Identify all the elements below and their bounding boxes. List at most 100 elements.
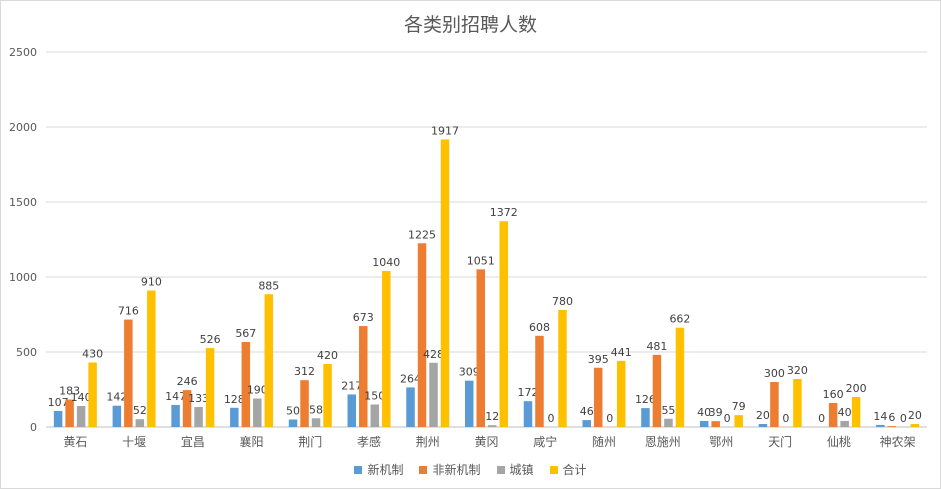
data-label: 662 [669,313,690,326]
x-tick-label: 孝感 [357,434,381,449]
data-label: 320 [787,364,808,377]
bar-非新机制 [535,335,544,427]
data-label: 481 [646,340,667,353]
data-label: 150 [364,390,385,403]
bar-非新机制 [182,390,192,427]
data-label: 142 [106,391,127,404]
bar-城镇 [429,362,438,427]
x-tick-label: 天门 [768,434,792,449]
data-label: 567 [235,327,256,340]
bar-新机制 [699,421,709,427]
legend-item: 城镇 [496,461,534,478]
bar-非新机制 [828,403,838,427]
y-tick-label: 1500 [9,196,37,209]
bar-合计 [851,397,861,427]
bar-非新机制 [593,367,603,427]
x-tick-label: 神农架 [880,435,916,449]
bar-合计 [264,294,274,427]
bar-新机制 [230,407,239,427]
legend-swatch [354,465,363,474]
data-label: 6 [888,411,895,424]
data-label: 55 [661,404,675,417]
data-label: 217 [341,379,362,392]
data-label: 79 [732,400,746,413]
bar-合计 [675,327,685,427]
data-label: 160 [823,388,844,401]
bar-非新机制 [124,319,133,427]
data-label: 107 [48,396,69,409]
bar-新机制 [465,380,474,427]
bar-新机制 [53,410,63,427]
data-label: 147 [165,390,186,403]
data-label: 20 [908,409,922,422]
data-label: 1225 [408,228,436,241]
data-label: 312 [294,365,315,378]
bar-新机制 [347,394,357,427]
data-label: 0 [724,412,731,425]
data-label: 40 [838,406,852,419]
data-label: 0 [818,412,825,425]
data-label: 0 [547,412,554,425]
x-tick-label: 恩施州 [645,435,681,449]
data-label: 1051 [467,254,495,267]
data-label: 58 [309,403,323,416]
data-label: 1372 [490,206,518,219]
bar-合计 [88,362,97,427]
bar-非新机制 [476,269,485,427]
legend-label: 新机制 [367,463,404,477]
x-tick-label: 襄阳 [240,434,264,449]
bar-合计 [323,364,332,427]
legend-label: 非新机制 [432,463,481,477]
y-tick-label: 2000 [9,121,37,134]
bar-城镇 [311,418,321,427]
data-label: 190 [247,384,268,397]
data-label: 200 [846,382,867,395]
legend-swatch [496,465,505,474]
bar-城镇 [253,398,262,427]
legend: 新机制 非新机制 城镇 合计 [1,461,940,478]
data-label: 264 [400,372,421,385]
bar-合计 [616,360,626,427]
bar-城镇 [135,419,145,427]
bar-非新机制 [65,399,74,427]
data-label: 50 [286,405,300,418]
bar-非新机制 [711,421,720,427]
bar-非新机制 [241,341,251,427]
bar-非新机制 [887,426,897,427]
x-tick-label: 十堰 [122,435,146,449]
data-label: 14 [873,410,887,423]
data-label: 430 [82,348,103,361]
data-label: 780 [552,295,573,308]
data-label: 608 [529,321,550,334]
data-label: 126 [635,393,656,406]
data-label: 1040 [372,256,400,269]
legend-item: 非新机制 [419,461,481,478]
bar-城镇 [370,404,380,427]
data-label: 428 [423,348,444,361]
data-label: 246 [177,375,198,388]
bar-非新机制 [770,382,779,427]
data-label: 716 [118,305,139,318]
bar-城镇 [488,425,497,427]
x-tick-label: 咸宁 [533,434,557,449]
bar-合计 [382,271,391,427]
data-label: 395 [588,353,609,366]
bar-城镇 [76,406,86,427]
bar-合计 [910,424,920,427]
x-tick-label: 鄂州 [709,435,733,449]
data-label: 12 [485,410,499,423]
legend-label: 城镇 [509,463,534,477]
legend-swatch [549,465,558,474]
bar-合计 [558,310,567,427]
y-tick-label: 500 [16,346,37,359]
bar-新机制 [758,424,768,427]
legend-item: 合计 [549,461,587,478]
bar-非新机制 [359,326,368,427]
bar-非新机制 [652,354,662,427]
bar-新机制 [171,404,180,427]
data-label: 910 [141,276,162,289]
data-label: 300 [764,367,785,380]
bar-合计 [499,221,508,427]
bar-非新机制 [300,380,309,427]
